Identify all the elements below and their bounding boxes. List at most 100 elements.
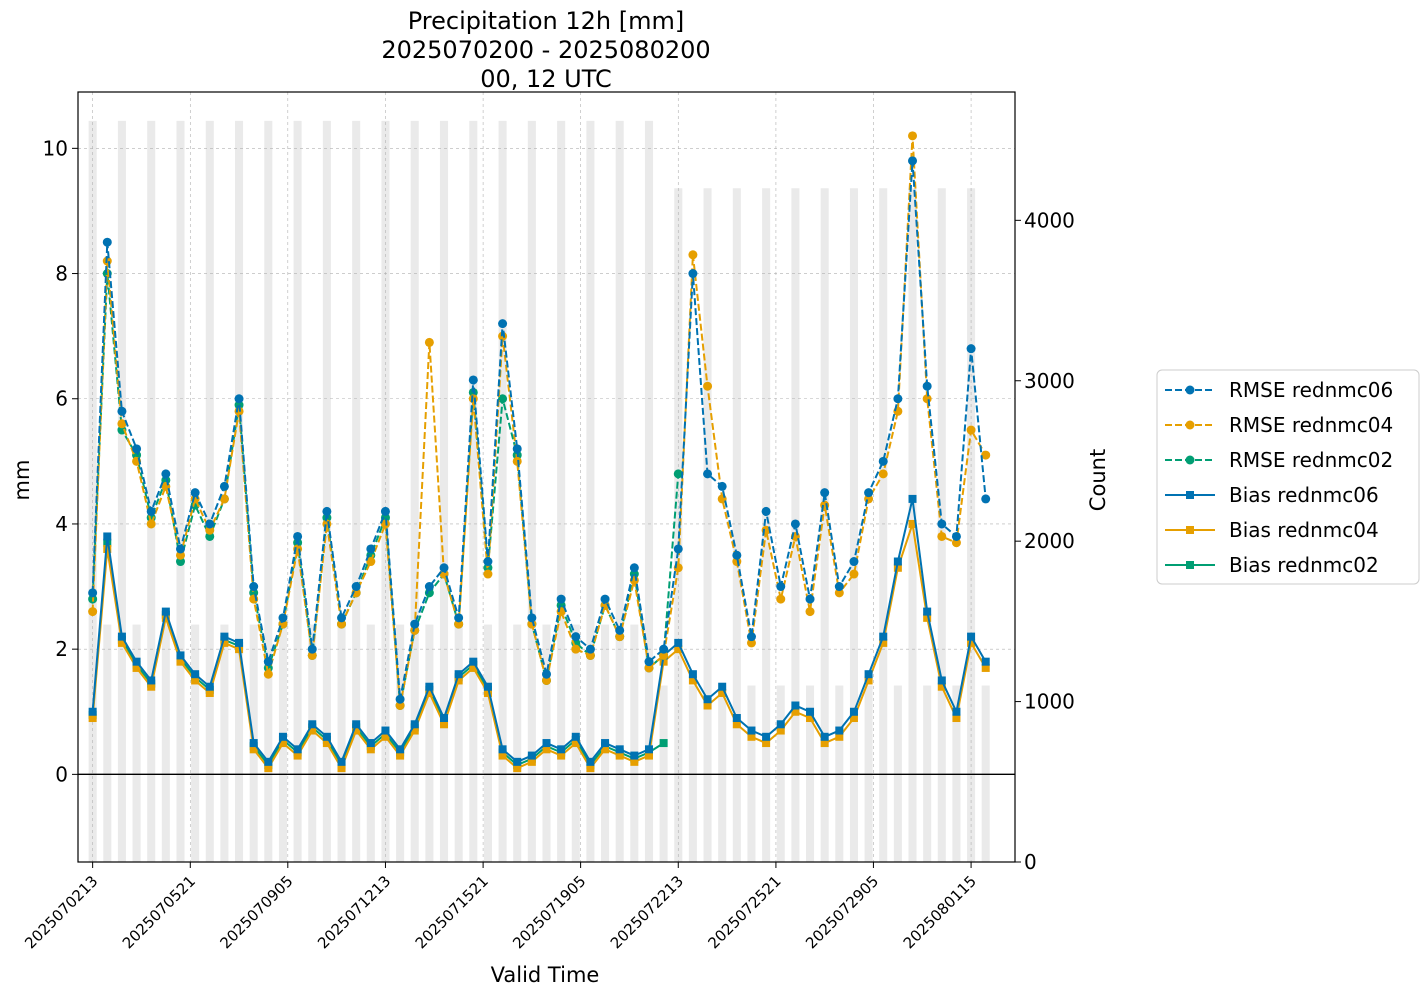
data-point <box>967 638 976 647</box>
data-point <box>175 557 185 567</box>
data-point <box>527 619 537 629</box>
data-point <box>776 582 786 592</box>
data-point <box>864 676 873 685</box>
data-point <box>673 469 683 479</box>
chart-title: Precipitation 12h [mm]2025070200 - 20250… <box>381 7 710 93</box>
data-point <box>571 632 581 642</box>
data-point <box>659 650 669 660</box>
legend-label: RMSE rednmc04 <box>1229 413 1393 437</box>
count-bar <box>103 624 112 862</box>
data-point <box>966 425 976 435</box>
data-point <box>703 381 713 391</box>
count-bar <box>132 624 141 862</box>
data-point <box>234 394 244 404</box>
count-bar <box>176 120 185 862</box>
data-point <box>175 550 185 560</box>
y2-tick-label: 2000 <box>1024 529 1075 553</box>
count-bar <box>732 188 741 862</box>
y-axis-label: mm <box>10 460 34 501</box>
data-point <box>527 751 536 760</box>
data-point <box>117 406 127 416</box>
data-point <box>468 387 478 397</box>
data-point <box>307 650 317 660</box>
data-point <box>263 669 273 679</box>
y2-tick-label: 0 <box>1024 850 1037 874</box>
count-bar <box>352 120 361 862</box>
data-point <box>556 594 566 604</box>
data-point <box>937 531 947 541</box>
data-point <box>571 644 581 654</box>
count-bar <box>88 120 97 862</box>
data-point <box>806 714 815 723</box>
data-point <box>571 732 580 741</box>
data-point <box>805 607 815 617</box>
data-point <box>703 469 713 479</box>
legend-marker <box>1185 385 1195 395</box>
x-tick-label: 2025070213 <box>21 872 101 952</box>
data-point <box>396 745 405 754</box>
data-point <box>264 757 273 766</box>
data-point <box>542 669 551 679</box>
data-point <box>761 506 771 516</box>
x-tick-label: 2025070905 <box>216 872 296 952</box>
data-point <box>922 394 932 404</box>
data-point <box>366 745 375 754</box>
data-point <box>820 488 830 498</box>
count-bar <box>337 624 346 862</box>
data-point <box>630 757 639 766</box>
data-point <box>117 638 126 647</box>
count-bar <box>615 120 624 862</box>
data-point <box>630 751 639 760</box>
y-tick-label: 10 <box>43 136 68 160</box>
x-tick-label: 2025072521 <box>705 872 785 952</box>
count-bar <box>557 120 566 862</box>
x-axis-ticks: 2025070213 2025070521 2025070905 2025071213… <box>21 862 980 952</box>
data-point <box>380 519 390 529</box>
data-point <box>147 676 156 685</box>
data-point <box>454 670 463 679</box>
series-line <box>91 542 665 768</box>
count-bar <box>410 120 419 862</box>
data-point <box>864 670 873 679</box>
data-point <box>161 613 170 622</box>
x-tick-label: 2025071521 <box>412 872 492 952</box>
data-point <box>352 720 361 729</box>
count-bar <box>205 120 214 862</box>
data-point <box>688 250 698 260</box>
data-point <box>381 732 390 741</box>
data-point <box>190 488 200 498</box>
data-point <box>586 764 595 773</box>
data-point <box>791 707 800 716</box>
data-point <box>219 494 229 504</box>
count-bar <box>220 624 229 862</box>
data-point <box>908 131 918 141</box>
legend-item: RMSE rednmc04 <box>1165 413 1393 437</box>
data-point <box>747 732 756 741</box>
count-bar <box>483 624 492 862</box>
data-point <box>483 688 492 697</box>
data-point <box>381 726 390 735</box>
data-point <box>117 632 126 641</box>
data-point <box>498 751 507 760</box>
count-bar <box>235 120 244 862</box>
count-bars <box>88 120 990 862</box>
data-point <box>600 594 610 604</box>
data-point <box>732 714 741 723</box>
data-point <box>249 745 258 754</box>
y-tick-label: 0 <box>55 762 68 786</box>
count-bar <box>498 120 507 862</box>
data-point <box>132 444 142 454</box>
title-line-3: 00, 12 UTC <box>480 65 612 93</box>
count-bar <box>703 188 712 862</box>
count-bar <box>147 120 156 862</box>
data-point <box>307 644 317 654</box>
data-point <box>893 557 902 566</box>
count-bar <box>308 624 317 862</box>
data-point <box>395 700 405 710</box>
plot-border <box>77 91 1016 863</box>
data-point <box>513 764 522 773</box>
data-point <box>674 638 683 647</box>
data-point <box>103 544 112 553</box>
y-axis-ticks: 0 2 4 6 8 10 <box>43 136 78 786</box>
data-point <box>205 519 215 529</box>
